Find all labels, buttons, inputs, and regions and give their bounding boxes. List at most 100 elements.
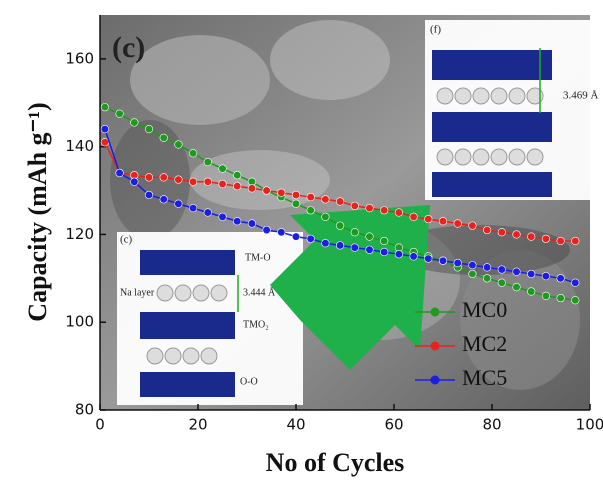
marker [307,235,315,243]
marker [145,125,153,133]
marker [175,141,183,149]
marker [307,207,315,215]
marker [219,165,227,173]
y-tick-label: 160 [65,49,94,67]
marker [160,134,168,142]
marker [336,222,344,230]
marker [498,279,506,287]
marker [572,279,580,287]
marker [380,248,388,256]
marker [527,233,535,241]
legend-label: MC0 [462,297,507,322]
x-tick-label: 60 [384,416,403,434]
y-tick-label: 80 [75,401,94,419]
legend-marker [431,308,440,317]
annotation: (c) [120,234,133,246]
marker [469,261,477,269]
marker [454,220,462,228]
legend-marker [431,342,440,351]
marker [513,231,521,239]
x-tick-label: 20 [188,416,207,434]
marker [542,235,550,243]
chart: No of Cycles Capacity (mAh g⁻¹) 80100120… [0,0,603,482]
x-tick-label: 100 [576,416,603,434]
marker [263,187,271,195]
marker [542,292,550,300]
marker [410,213,418,221]
marker [366,246,374,254]
marker [425,215,433,223]
annotation: Na layer [120,287,155,298]
annotation: TM-O [245,252,271,263]
marker [204,158,212,166]
marker [233,217,241,225]
marker [101,125,109,133]
marker [513,283,521,291]
x-tick-label: 80 [482,416,501,434]
marker [175,176,183,184]
marker [454,259,462,267]
marker [292,233,300,241]
marker [513,268,521,276]
marker [336,242,344,250]
marker [469,270,477,278]
marker [557,237,565,245]
marker [131,178,139,186]
y-axis-title: Capacity (mAh g⁻¹) [23,102,52,321]
marker [116,110,124,118]
x-tick-label: 40 [286,416,305,434]
annotation: (c) [112,31,145,64]
marker [469,222,477,230]
marker [233,171,241,179]
marker [322,213,330,221]
inset-structure-c [117,232,303,405]
marker [307,193,315,201]
marker [189,204,197,212]
marker [439,257,447,265]
legend-label: MC5 [462,365,507,390]
marker [483,275,491,283]
annotation: 3.444 Å [243,286,276,298]
annotation: 3.469 Å [563,90,599,102]
marker [380,237,388,245]
marker [351,202,359,210]
marker [292,191,300,199]
marker [131,119,139,127]
marker [145,174,153,182]
marker [439,217,447,225]
marker [263,226,271,234]
marker [498,266,506,274]
annotation: (f) [430,24,441,36]
marker [395,250,403,258]
marker [322,196,330,204]
marker [145,191,153,199]
annotation: TMO₂ [243,319,269,330]
inset-structure-f [425,20,603,200]
marker [248,185,256,193]
marker [175,200,183,208]
marker [101,103,109,111]
marker [101,138,109,146]
marker [527,288,535,296]
x-axis-title: No of Cycles [266,448,405,477]
marker [572,237,580,245]
marker [204,178,212,186]
marker [160,196,168,204]
marker [278,189,286,197]
x-tick-label: 0 [95,416,105,434]
marker [483,264,491,272]
marker [204,209,212,217]
marker [322,239,330,247]
marker [557,294,565,302]
marker [366,204,374,212]
marker [248,220,256,228]
marker [366,233,374,241]
marker [336,198,344,206]
legend-marker [431,376,440,385]
marker [219,180,227,188]
annotation: O-O [240,376,258,387]
marker [219,213,227,221]
marker [380,207,388,215]
y-tick-label: 100 [65,313,94,331]
marker [116,169,124,177]
